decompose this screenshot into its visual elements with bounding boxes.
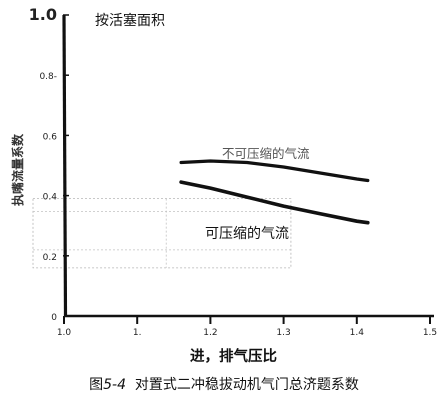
x-axis-label: 进，排气压比: [190, 347, 277, 365]
y-ticks: 1.0 0.8- 0.6 0.4 0.2 0: [29, 5, 69, 323]
series-label-compressible: 可压缩的气流: [205, 226, 289, 242]
overlay-rect: [32, 198, 292, 269]
caption-prefix: 图: [89, 377, 104, 393]
annotation-piston-area: 按活塞面积: [95, 12, 165, 29]
x-tick-label: 1.4: [350, 328, 365, 338]
x-tick-label: 1.0: [57, 328, 72, 338]
series-group: [179, 159, 370, 225]
caption-text: 对置式二冲稳拔动机气门总济题系数: [134, 377, 359, 393]
series-line: [179, 159, 370, 183]
y-tick-label: 0.8-: [39, 72, 57, 82]
axes: [62, 14, 434, 318]
x-ticks: 1.0 1. 1.2 1.3 1.4 1.5: [57, 316, 437, 338]
y-axis-line: [62, 14, 68, 317]
series-line: [179, 180, 370, 225]
chart: 1.0 1. 1.2 1.3 1.4 1.5 1.0 0.8- 0.6 0.4 0.2 0 按活塞面…: [10, 5, 437, 365]
series-label-incompressible: 不可压缩的气流: [222, 146, 310, 161]
y-tick-label: 0.2: [43, 253, 57, 263]
y-axis-label: 执嘴流量系数: [10, 133, 25, 206]
y-tick-label: 0.6: [43, 132, 58, 142]
y-tick-label: 0.4: [43, 193, 58, 203]
y-tick-label: 0: [51, 313, 57, 323]
x-tick-label: 1.: [133, 328, 142, 338]
x-tick-label: 1.5: [423, 328, 437, 338]
x-tick-label: 1.2: [203, 328, 217, 338]
overlay-box: [32, 198, 292, 269]
caption-number: 5-4: [103, 377, 126, 393]
y-tick-label: 1.0: [29, 5, 57, 24]
x-tick-label: 1.3: [276, 328, 290, 338]
figure-caption: 图5-4 对置式二冲稳拔动机气门总济题系数: [0, 374, 448, 394]
